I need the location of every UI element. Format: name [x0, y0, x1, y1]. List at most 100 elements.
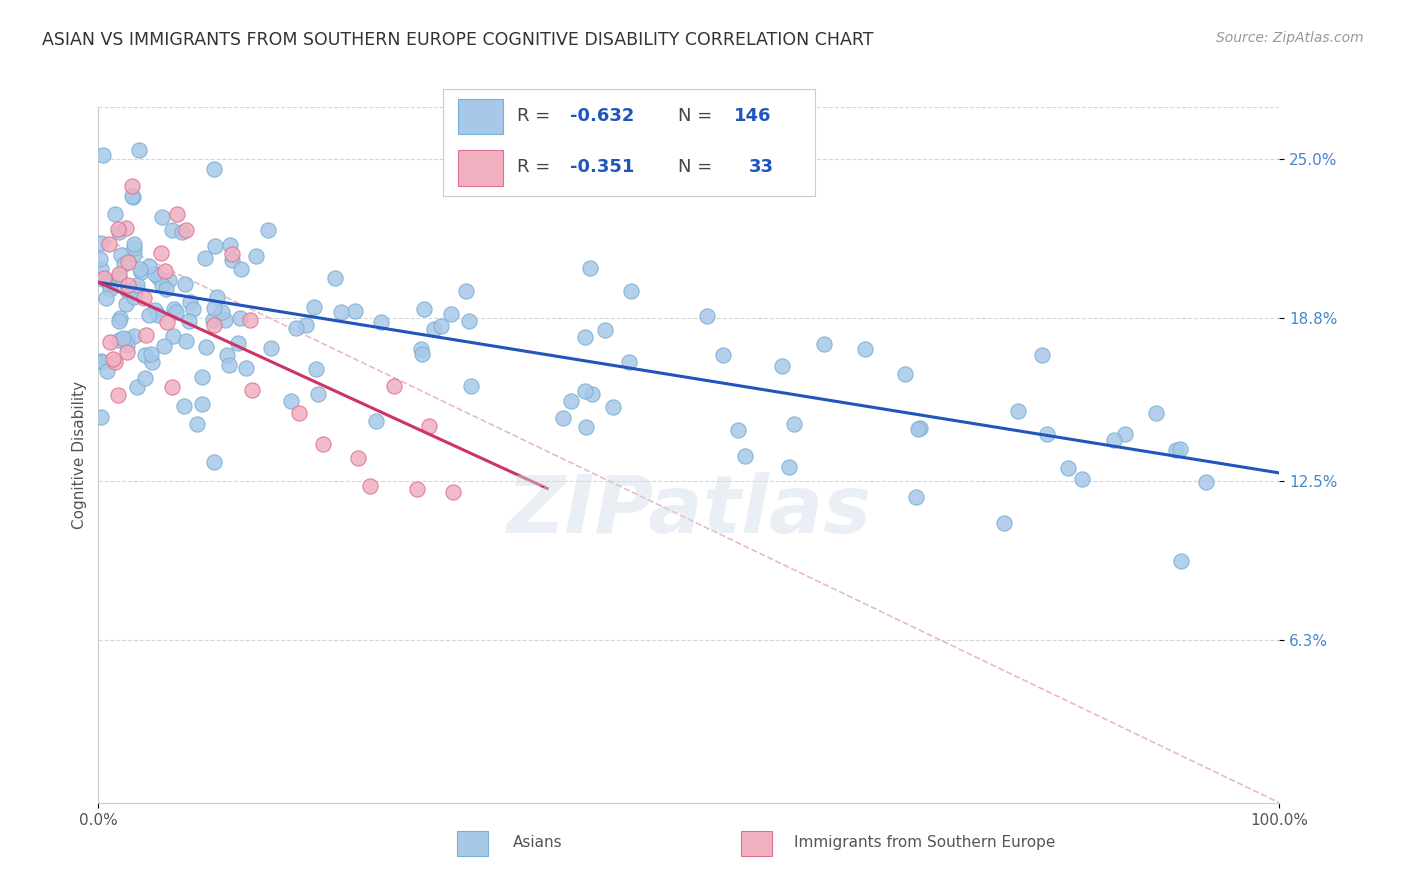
Bar: [458, 150, 502, 186]
Point: [219, 238, 242, 252]
Point: [770, 359, 793, 373]
Point: [907, 422, 929, 436]
Point: [117, 278, 139, 293]
Point: [152, 278, 174, 293]
Point: [370, 315, 392, 329]
Point: [128, 262, 150, 277]
Point: [574, 384, 596, 398]
Point: [90, 409, 112, 424]
Point: [620, 285, 643, 299]
Point: [138, 308, 160, 322]
Point: [107, 388, 129, 402]
Point: [711, 348, 734, 362]
Text: N =: N =: [678, 107, 717, 125]
Text: ZIPatlas: ZIPatlas: [506, 472, 872, 549]
Point: [166, 206, 188, 220]
Point: [285, 321, 308, 335]
Point: [156, 315, 179, 329]
Point: [214, 313, 236, 327]
Point: [288, 406, 311, 420]
Point: [1170, 442, 1192, 456]
Point: [108, 333, 131, 347]
Point: [406, 482, 429, 496]
Point: [115, 338, 138, 352]
Point: [91, 272, 114, 286]
Point: [207, 289, 229, 303]
Point: [579, 260, 602, 275]
Text: Asians: Asians: [513, 836, 562, 850]
Text: N =: N =: [678, 159, 717, 177]
Point: [90, 355, 112, 369]
Point: [413, 301, 436, 316]
Text: 33: 33: [748, 159, 773, 177]
Text: 146: 146: [734, 107, 770, 125]
Point: [134, 371, 156, 385]
Point: [1036, 427, 1059, 442]
Point: [115, 345, 138, 359]
Point: [382, 379, 405, 393]
Point: [1170, 553, 1192, 567]
Point: [107, 267, 129, 281]
Point: [260, 341, 283, 355]
Point: [125, 380, 148, 394]
Point: [202, 312, 225, 326]
Point: [96, 364, 118, 378]
Point: [145, 268, 167, 282]
Point: [174, 334, 197, 348]
Point: [581, 387, 603, 401]
Point: [411, 343, 433, 357]
Point: [90, 236, 112, 251]
Point: [146, 270, 169, 285]
Point: [122, 290, 145, 304]
Point: [117, 255, 139, 269]
Point: [163, 301, 186, 316]
Point: [107, 222, 129, 236]
Point: [305, 361, 328, 376]
Point: [98, 334, 121, 349]
Point: [174, 222, 197, 236]
Point: [423, 321, 446, 335]
Point: [905, 490, 928, 504]
Point: [186, 417, 208, 432]
Point: [1102, 433, 1125, 447]
Point: [1144, 406, 1167, 420]
Point: [162, 380, 184, 394]
Point: [104, 355, 127, 369]
Point: [245, 249, 267, 263]
Point: [146, 308, 169, 322]
Point: [141, 354, 163, 368]
Point: [165, 305, 187, 319]
Point: [202, 301, 225, 315]
Point: [128, 143, 150, 157]
Point: [617, 355, 640, 369]
Point: [221, 253, 243, 268]
Point: [229, 310, 252, 325]
Point: [104, 207, 127, 221]
Point: [121, 178, 143, 193]
Point: [312, 437, 335, 451]
Point: [152, 211, 174, 225]
Text: -0.632: -0.632: [569, 107, 634, 125]
Point: [593, 323, 616, 337]
Point: [162, 328, 184, 343]
Text: R =: R =: [517, 107, 557, 125]
Point: [108, 271, 131, 285]
Point: [108, 225, 131, 239]
Point: [157, 273, 180, 287]
Point: [440, 307, 463, 321]
Point: [1195, 475, 1218, 489]
Point: [122, 247, 145, 261]
Text: Immigrants from Southern Europe: Immigrants from Southern Europe: [794, 836, 1056, 850]
Point: [1031, 348, 1053, 362]
Point: [1164, 443, 1187, 458]
Text: ASIAN VS IMMIGRANTS FROM SOUTHERN EUROPE COGNITIVE DISABILITY CORRELATION CHART: ASIAN VS IMMIGRANTS FROM SOUTHERN EUROPE…: [42, 31, 873, 49]
Point: [143, 303, 166, 318]
Text: -0.351: -0.351: [569, 159, 634, 177]
Point: [135, 327, 157, 342]
Point: [411, 346, 433, 360]
Y-axis label: Cognitive Disability: Cognitive Disability: [72, 381, 87, 529]
Point: [117, 285, 139, 299]
Point: [215, 348, 238, 362]
Point: [204, 239, 226, 253]
Point: [153, 263, 176, 277]
